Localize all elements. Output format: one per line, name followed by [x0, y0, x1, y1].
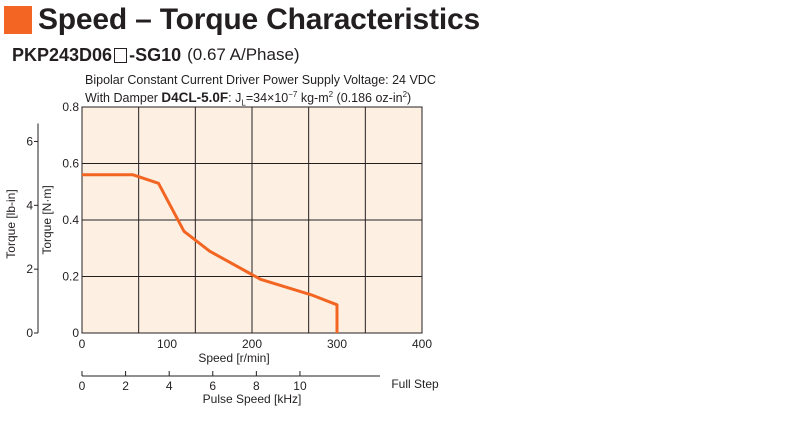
model-placeholder-box: [114, 47, 128, 63]
pulse-tick-label: 8: [253, 379, 260, 393]
x-tick-label: 100: [157, 337, 177, 351]
y2-tick-label: 2: [26, 262, 33, 276]
inertia-subscript: L: [241, 98, 246, 108]
title-accent-square: [4, 6, 32, 34]
damper-prefix: With Damper: [85, 91, 162, 106]
y-tick-label: 0.4: [62, 213, 79, 227]
pulse-tick-label: 0: [79, 379, 86, 393]
inertia-alt-close: ): [407, 91, 412, 106]
pulse-tick-label: 10: [293, 379, 307, 393]
model-row: PKP243D06 -SG10 (0.67 A/Phase): [12, 42, 300, 68]
x-tick-label: 300: [327, 337, 347, 351]
y-tick-label: 0.8: [62, 100, 79, 114]
pulse-tick-label: 2: [122, 379, 129, 393]
y-tick-label: 0.2: [62, 270, 79, 284]
x-tick-label: 0: [79, 337, 86, 351]
inertia-unit-exponent: 2: [328, 90, 334, 99]
pulse-mode-label: Full Step: [391, 377, 439, 391]
phase-current: (0.67 A/Phase): [187, 45, 300, 64]
y-tick-label: 0.6: [62, 157, 79, 171]
y2-tick-label: 4: [26, 198, 33, 212]
y-tick-label: 0: [72, 326, 79, 340]
model-prefix: PKP243D06: [12, 44, 113, 65]
driver-conditions: Bipolar Constant Current Driver Power Su…: [85, 73, 436, 87]
model-suffix: -SG10: [129, 44, 182, 65]
y2-tick-label: 0: [26, 326, 33, 340]
inertia-alt-exponent: 2: [402, 90, 408, 99]
inertia-alt: (0.186 oz-in: [333, 91, 403, 106]
y2-axis-label: Torque [lb-in]: [4, 189, 18, 258]
pulse-tick-label: 6: [209, 379, 216, 393]
x-tick-label: 400: [412, 337, 432, 351]
inertia-label: : J: [228, 91, 242, 106]
inertia-value: =34×10: [245, 91, 289, 106]
y2-tick-label: 6: [26, 134, 33, 148]
pulse-axis-label: Pulse Speed [kHz]: [203, 392, 302, 406]
inertia-exponent: −7: [288, 90, 298, 99]
title-row: Speed – Torque Characteristics: [4, 2, 480, 38]
plot-frame: [81, 106, 423, 334]
y-axis-label: Torque [N·m]: [40, 185, 54, 254]
x-axis-label: Speed [r/min]: [198, 351, 269, 365]
damper-model: D4CL-5.0F: [161, 90, 229, 106]
damper-conditions: With Damper D4CL-5.0F: JL=34×10−7 kg-m2 …: [85, 90, 411, 108]
pulse-tick-label: 4: [166, 379, 173, 393]
page-title: Speed – Torque Characteristics: [38, 3, 480, 36]
x-tick-label: 200: [242, 337, 262, 351]
inertia-unit: kg-m: [297, 91, 329, 106]
torque-curve: [82, 173, 339, 333]
